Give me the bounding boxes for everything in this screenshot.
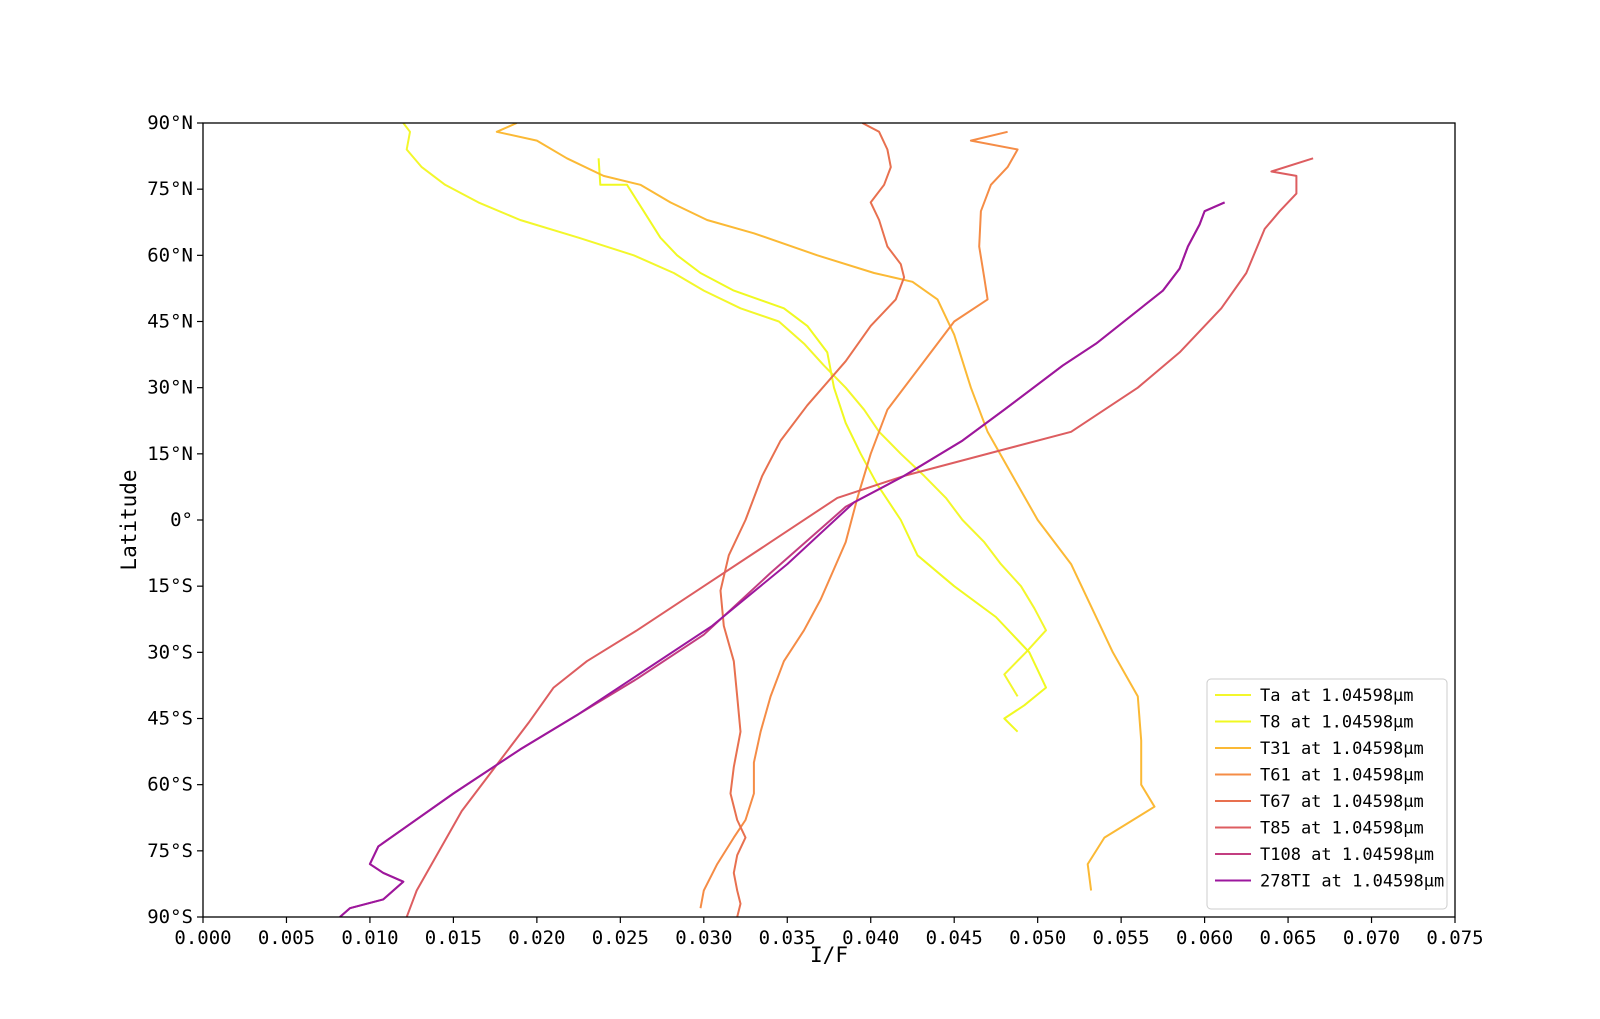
x-tick-label: 0.070 bbox=[1343, 927, 1400, 949]
y-tick-label: 30°S bbox=[147, 641, 193, 663]
y-tick-label: 90°N bbox=[147, 112, 193, 134]
x-tick-label: 0.045 bbox=[926, 927, 983, 949]
legend-label: T108 at 1.04598µm bbox=[1260, 845, 1434, 865]
x-tick-label: 0.020 bbox=[508, 927, 565, 949]
plot-lines bbox=[339, 123, 1314, 917]
series-line-4 bbox=[719, 123, 906, 917]
legend-label: T8 at 1.04598µm bbox=[1260, 713, 1414, 733]
x-tick-label: 0.010 bbox=[341, 927, 398, 949]
series-line-6 bbox=[339, 201, 1226, 917]
series-line-7 bbox=[339, 201, 1226, 917]
x-tick-label: 0.005 bbox=[258, 927, 315, 949]
x-axis-title: I/F bbox=[810, 943, 848, 967]
x-tick-label: 0.025 bbox=[592, 927, 649, 949]
x-tick-label: 0.015 bbox=[425, 927, 482, 949]
legend-label: T85 at 1.04598µm bbox=[1260, 819, 1424, 839]
y-tick-label: 0° bbox=[170, 509, 193, 531]
legend-label: Ta at 1.04598µm bbox=[1260, 686, 1414, 706]
x-tick-label: 0.030 bbox=[675, 927, 732, 949]
series-line-3 bbox=[699, 130, 1019, 909]
y-tick-label: 30°N bbox=[147, 377, 193, 399]
x-tick-label: 0.040 bbox=[842, 927, 899, 949]
y-tick-label: 75°N bbox=[147, 178, 193, 200]
legend-box bbox=[1206, 678, 1448, 910]
legend: Ta at 1.04598µm T8 at 1.04598µm T31 at 1.0… bbox=[1206, 678, 1448, 910]
y-tick-label: 60°S bbox=[147, 774, 193, 796]
y-tick-label: 90°S bbox=[147, 906, 193, 928]
y-tick-label: 60°N bbox=[147, 244, 193, 266]
y-tick-label: 45°S bbox=[147, 708, 193, 730]
x-tick-label: 0.075 bbox=[1426, 927, 1483, 949]
legend-label: T61 at 1.04598µm bbox=[1260, 766, 1424, 786]
y-axis-title: Latitude bbox=[117, 469, 141, 570]
y-tick-label: 75°S bbox=[147, 840, 193, 862]
x-tick-label: 0.060 bbox=[1176, 927, 1233, 949]
series-line-0 bbox=[402, 123, 1047, 697]
legend-label: 278TI at 1.04598µm bbox=[1260, 872, 1444, 892]
series-line-2 bbox=[495, 123, 1156, 891]
y-tick-label: 15°S bbox=[147, 575, 193, 597]
y-tick-label: 15°N bbox=[147, 443, 193, 465]
x-tick-label: 0.065 bbox=[1259, 927, 1316, 949]
x-tick-label: 0.055 bbox=[1093, 927, 1150, 949]
x-tick-label: 0.035 bbox=[759, 927, 816, 949]
y-axis-ticks: 90°N 75°N 60°N 45°N 30°N 15°N 0° 15°S 30°S 45°S 60… bbox=[147, 112, 203, 928]
x-tick-label: 0.050 bbox=[1009, 927, 1066, 949]
series-line-5 bbox=[405, 157, 1314, 917]
x-axis-ticks: 0.000 0.005 0.010 0.015 0.020 0.025 0.030 0.035… bbox=[174, 917, 1484, 949]
x-tick-label: 0.000 bbox=[174, 927, 231, 949]
legend-label: T31 at 1.04598µm bbox=[1260, 739, 1424, 759]
legend-label: T67 at 1.04598µm bbox=[1260, 792, 1424, 812]
series-line-1 bbox=[597, 158, 1047, 733]
y-tick-label: 45°N bbox=[147, 311, 193, 333]
